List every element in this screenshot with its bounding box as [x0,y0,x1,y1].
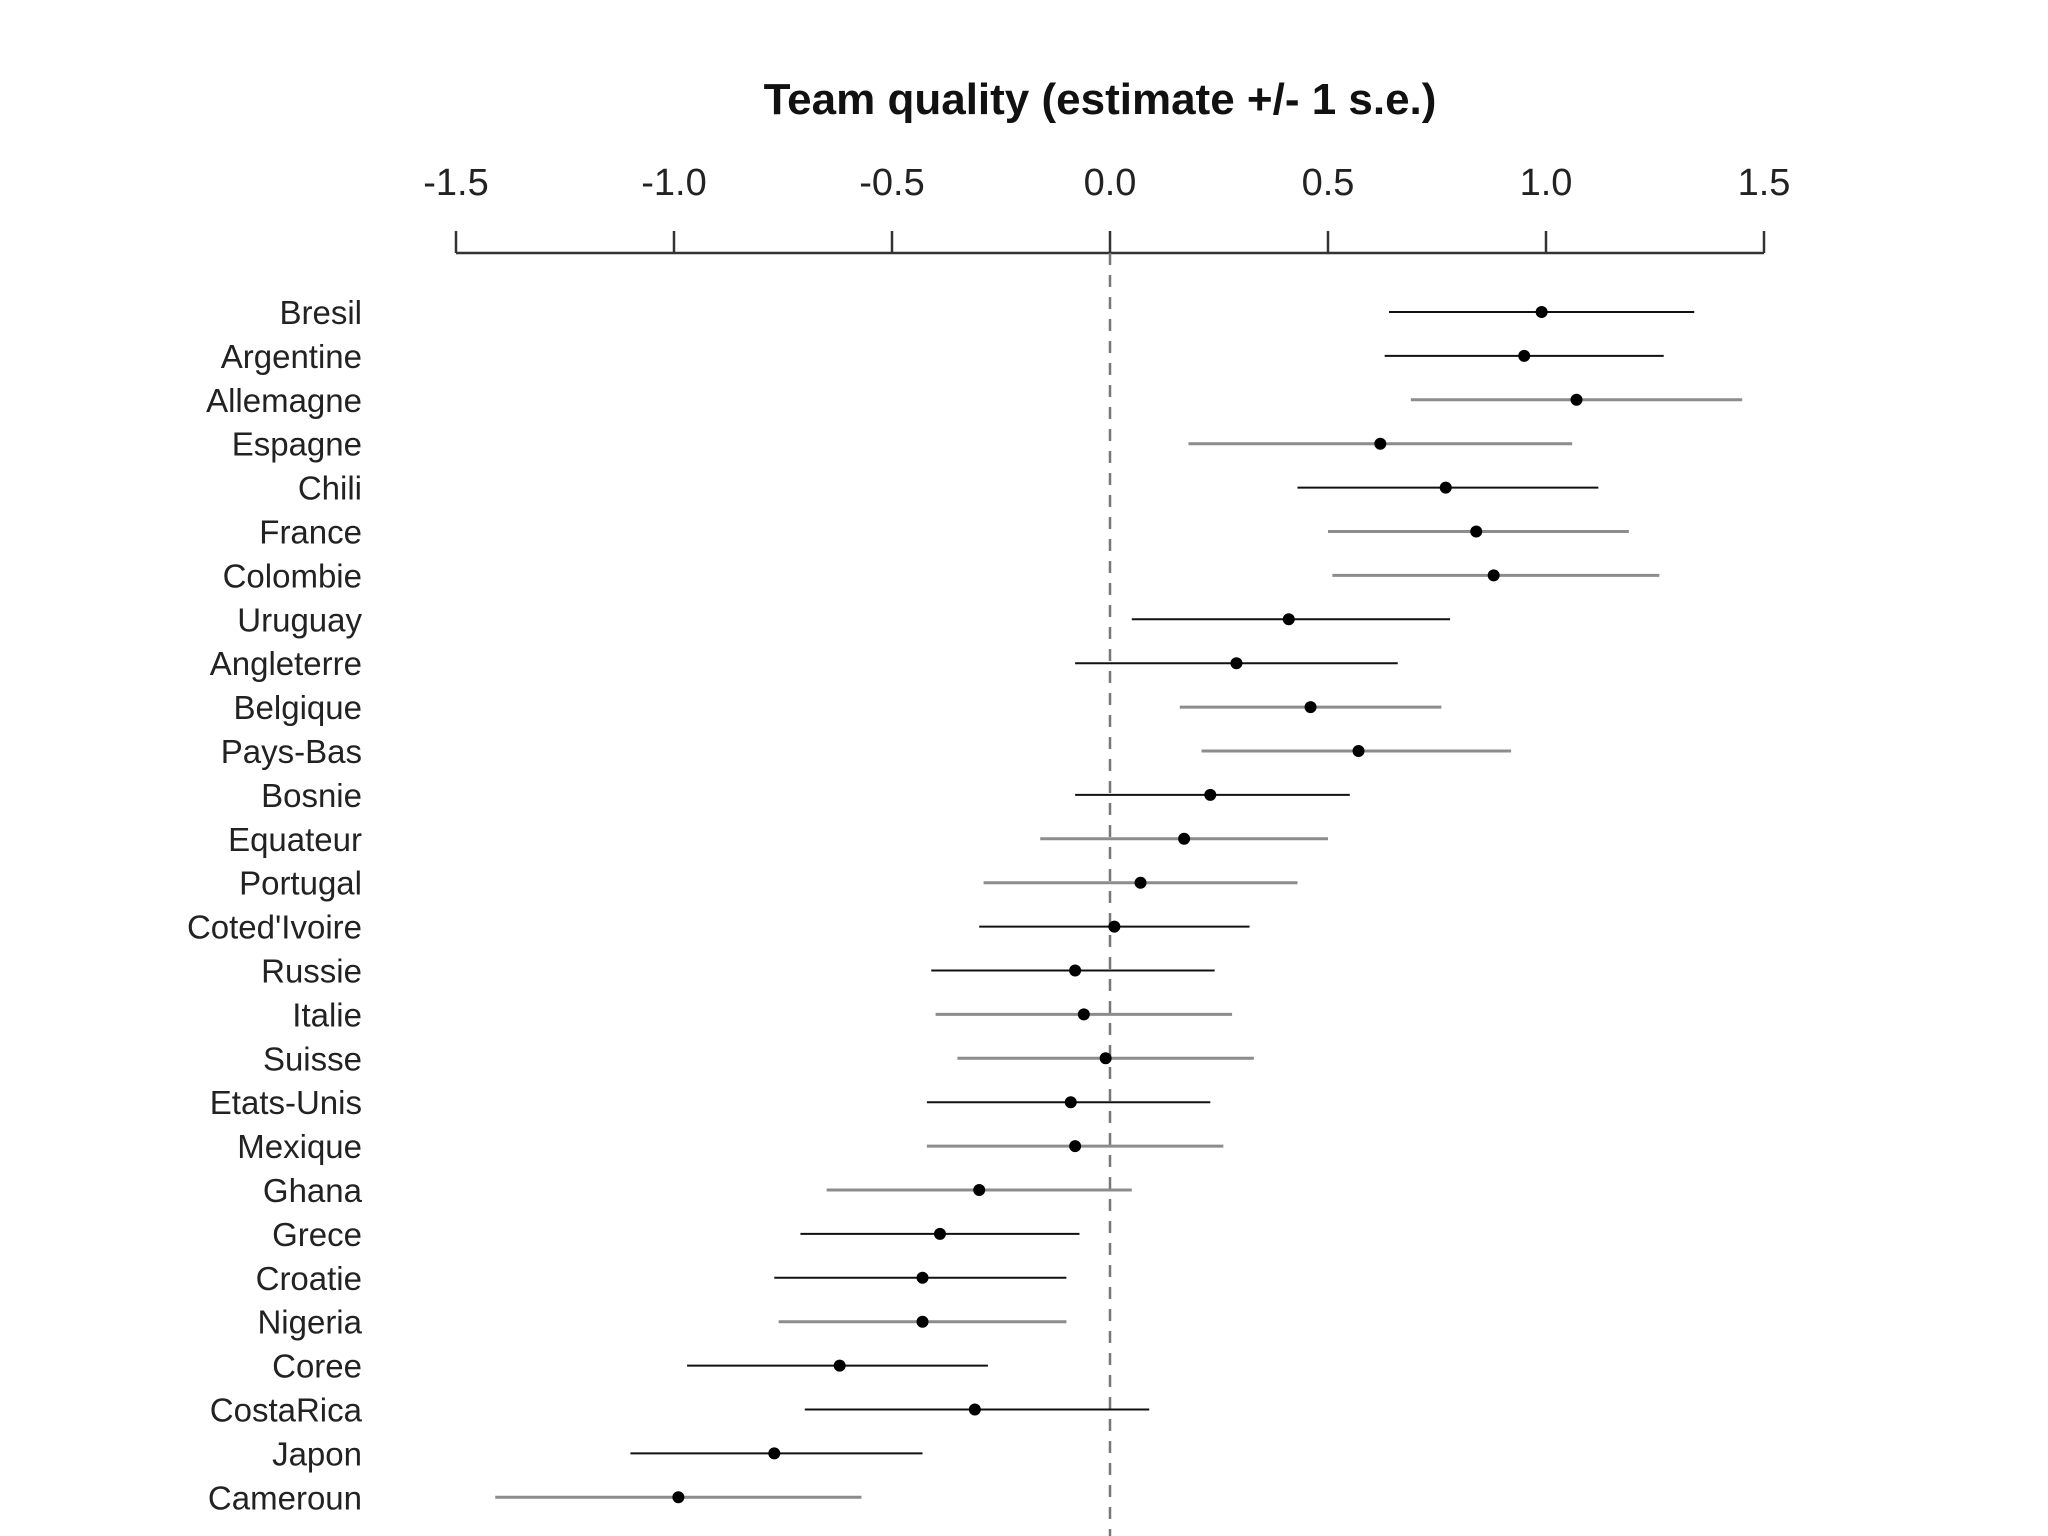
team-label: Suisse [263,1040,362,1077]
team-row: Mexique [237,1128,1224,1165]
estimate-point [833,1359,846,1372]
team-label: Nigeria [257,1304,362,1341]
x-tick-label: 0.0 [1084,162,1137,204]
team-row: Suisse [263,1040,1254,1077]
estimate-point [1134,876,1147,889]
estimate-point [1069,1140,1082,1153]
team-row: Japon [272,1435,923,1472]
team-label: Espagne [232,426,362,463]
team-label: Mexique [237,1128,362,1165]
estimate-point [973,1184,986,1196]
estimate-point [1064,1096,1077,1109]
team-label: Etats-Unis [210,1084,362,1121]
team-row: Grece [272,1216,1080,1253]
estimate-point [672,1491,685,1504]
x-tick-label: 1.0 [1520,162,1573,204]
estimate-point [1535,306,1548,318]
team-label: Bosnie [261,777,362,814]
team-label: CostaRica [210,1392,363,1429]
team-row: Belgique [234,689,1442,726]
x-tick-label: 1.5 [1738,162,1791,204]
team-label: Portugal [239,865,362,902]
team-label: Italie [292,996,362,1033]
x-tick-label: -1.0 [641,162,706,204]
team-row: Uruguay [237,601,1451,638]
estimate-point [1077,1008,1090,1021]
team-label: Japon [272,1435,362,1472]
estimate-point [768,1447,781,1460]
team-label: Croatie [256,1260,362,1297]
estimate-point [1108,920,1121,933]
estimate-point [1439,481,1452,494]
team-rows: Bresil Argentine Allemagne Espagne Chili Fran… [187,294,1743,1516]
estimate-point [933,1227,946,1240]
team-row: Coree [272,1348,988,1385]
estimate-point [916,1315,929,1328]
estimate-point [1069,964,1082,977]
team-label: Argentine [221,338,362,375]
estimate-point [1282,613,1295,626]
team-row: Portugal [239,865,1298,902]
team-label: Allemagne [206,382,362,419]
x-axis: -1.5 -1.0 -0.5 0.0 0.5 1.0 1.5 [423,162,1791,255]
team-row: Equateur [228,821,1328,858]
team-label: Angleterre [210,645,362,682]
x-tick-label: -1.5 [423,162,488,204]
team-row: France [259,514,1629,551]
team-label: Belgique [234,689,362,726]
team-row: Colombie [223,557,1660,594]
team-row: Bresil [279,294,1695,331]
team-label: Ghana [263,1172,363,1209]
team-row: Nigeria [257,1304,1067,1341]
estimate-point [1470,525,1483,538]
team-row: Coted'Ivoire [187,909,1250,946]
chart-title: Team quality (estimate +/- 1 s.e.) [764,75,1437,124]
team-row: Espagne [232,426,1573,463]
team-row: Croatie [256,1260,1067,1297]
team-label: Russie [261,953,362,990]
team-row: Pays-Bas [221,733,1512,770]
team-label: Cameroun [208,1479,362,1516]
estimate-point [1204,788,1217,801]
team-row: Chili [298,470,1599,507]
team-row: Cameroun [208,1479,862,1516]
estimate-point [1352,745,1365,757]
team-row: Angleterre [210,645,1398,682]
team-row: CostaRica [210,1392,1150,1429]
estimate-point [1304,701,1317,714]
estimate-point [1178,832,1191,845]
team-label: France [259,514,362,551]
team-row: Russie [261,953,1215,990]
team-label: Chili [298,470,362,507]
team-row: Allemagne [206,382,1743,419]
team-label: Pays-Bas [221,733,362,770]
team-label: Coted'Ivoire [187,909,362,946]
team-label: Grece [272,1216,362,1253]
team-row: Italie [292,996,1233,1033]
team-label: Bresil [279,294,362,331]
x-tick-label: -0.5 [859,162,924,204]
estimate-point [1230,657,1243,670]
team-row: Etats-Unis [210,1084,1211,1121]
estimate-point [1099,1052,1112,1065]
team-row: Bosnie [261,777,1350,814]
estimate-point [916,1271,929,1284]
team-label: Coree [272,1348,362,1385]
estimate-point [1487,569,1500,582]
estimate-point [1374,437,1387,450]
team-label: Colombie [223,557,362,594]
team-row: Argentine [221,338,1664,375]
x-tick-label: 0.5 [1302,162,1355,204]
estimate-point [1570,393,1583,406]
estimate-point [968,1403,981,1416]
team-label: Equateur [228,821,362,858]
estimate-point [1518,349,1531,362]
team-label: Uruguay [237,601,362,638]
team-row: Ghana [263,1172,1132,1209]
